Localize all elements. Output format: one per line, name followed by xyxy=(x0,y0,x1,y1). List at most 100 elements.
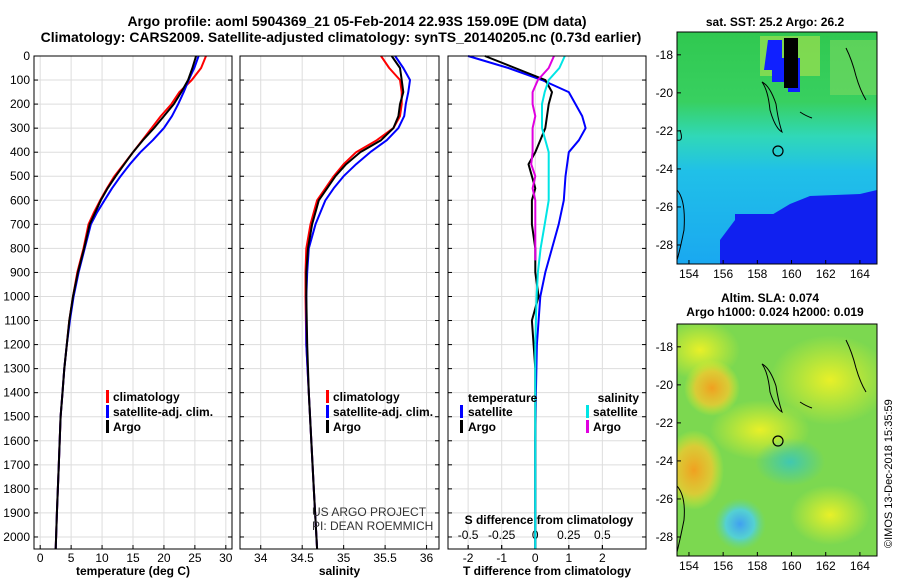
x-axis-label: T difference from climatology xyxy=(463,564,631,578)
sla-high-anomaly xyxy=(684,360,740,416)
sla-map-title-1: Altim. SLA: 0.074 xyxy=(721,291,819,305)
series-line-satellite-adj-clim- xyxy=(305,55,411,550)
legend-temp-satellite-label: satellite xyxy=(468,405,513,419)
sla-map-axes: 154 156 158 160 162 164 -18 -20 -22 -24 -26 -28 xyxy=(656,340,871,573)
coastline-loyalty-islands xyxy=(799,111,813,119)
x-tick-label: 36 xyxy=(420,551,434,565)
timestamp-stamp: ©IMOS 13-Dec-2018 15:35:59 xyxy=(883,399,895,548)
argo-float-marker xyxy=(772,435,784,447)
map-y-tick-label: -20 xyxy=(656,378,674,392)
depth-tick-label: 1900 xyxy=(3,506,30,520)
depth-tick-label: 1400 xyxy=(3,386,30,400)
x-tick-label: 35 xyxy=(337,551,351,565)
legend-argo-label: Argo xyxy=(333,420,361,434)
x-tick-label: 15 xyxy=(126,551,140,565)
legend-climatology-label: climatology xyxy=(113,390,180,404)
plot-frame xyxy=(447,55,647,550)
x2-tick-label: 0.5 xyxy=(594,528,611,542)
map-y-tick-label: -22 xyxy=(656,124,674,138)
series-line-climatology xyxy=(304,55,403,550)
depth-tick-label: 1700 xyxy=(3,458,30,472)
title-line-2: Climatology: CARS2009. Satellite-adjuste… xyxy=(41,29,642,45)
sst-cool-region xyxy=(720,190,877,264)
depth-tick-label: 700 xyxy=(10,217,30,231)
x-tick-label: 34.5 xyxy=(291,551,315,565)
sla-high-anomaly xyxy=(770,335,877,425)
x-tick-label: 2 xyxy=(599,551,606,565)
map-x-tick-label: 162 xyxy=(816,267,836,281)
series-line-temperature-argo xyxy=(484,55,553,549)
sst-map-title: sat. SST: 25.2 Argo: 26.2 xyxy=(706,15,845,29)
x-tick-label: 1 xyxy=(565,551,572,565)
sst-map xyxy=(677,32,877,264)
map-x-tick-label: 158 xyxy=(747,559,767,573)
x2-tick-label: -0.5 xyxy=(458,528,479,542)
map-x-tick-label: 156 xyxy=(713,267,733,281)
temperature-legend: climatology satellite-adj. clim. Argo xyxy=(106,390,213,434)
x-tick-label: 34 xyxy=(254,551,268,565)
map-y-tick-label: -28 xyxy=(656,238,674,252)
map-x-tick-label: 164 xyxy=(850,267,870,281)
legend-sal-satellite-label: satellite xyxy=(593,405,638,419)
legend-temperature-heading: temperature xyxy=(468,391,538,405)
coastline-australia xyxy=(677,485,685,553)
depth-tick-label: 1200 xyxy=(3,338,30,352)
map-x-tick-label: 158 xyxy=(747,267,767,281)
legend-temp-argo-label: Argo xyxy=(468,420,496,434)
depth-tick-label: 0 xyxy=(23,49,30,63)
x-tick-label: 10 xyxy=(95,551,109,565)
depth-tick-label: 900 xyxy=(10,265,30,279)
series-line-argo xyxy=(54,55,198,550)
x-tick-label: -2 xyxy=(463,551,474,565)
x-tick-label: 20 xyxy=(157,551,171,565)
sla-low-anomaly xyxy=(755,438,825,486)
coastline-new-caledonia xyxy=(761,363,783,414)
series-line-salinity-argo xyxy=(530,55,555,261)
map-x-tick-label: 160 xyxy=(782,267,802,281)
depth-tick-label: 1000 xyxy=(3,289,30,303)
x-tick-label: 0 xyxy=(37,551,44,565)
legend-satellite-label: satellite-adj. clim. xyxy=(113,405,213,419)
depth-tick-label: 300 xyxy=(10,121,30,135)
coastline-australia xyxy=(677,189,685,261)
legend-sal-satellite-swatch xyxy=(586,405,589,418)
sla-map-frame xyxy=(676,323,878,557)
series-line-climatology xyxy=(54,55,207,550)
salinity-panel: 34 34.5 35 35.5 36 salinity xyxy=(239,55,440,578)
legend-climatology-swatch xyxy=(326,390,329,403)
legend-satellite-label: satellite-adj. clim. xyxy=(333,405,433,419)
map-x-tick-label: 160 xyxy=(782,559,802,573)
sla-high-anomaly xyxy=(790,485,870,545)
x-tick-label: -1 xyxy=(496,551,507,565)
sla-map xyxy=(677,324,877,556)
difference-legend: temperature satellite Argo salinity sate… xyxy=(460,391,639,434)
salinity-legend: climatology satellite-adj. clim. Argo xyxy=(326,390,433,434)
x2-tick-label: -0.25 xyxy=(488,528,516,542)
map-y-tick-label: -18 xyxy=(656,48,674,62)
legend-climatology-label: climatology xyxy=(333,390,400,404)
map-x-tick-label: 156 xyxy=(713,559,733,573)
title-line-1: Argo profile: aoml 5904369_21 05-Feb-201… xyxy=(127,13,586,29)
sla-map-title-2: Argo h1000: 0.024 h2000: 0.019 xyxy=(686,305,864,319)
legend-argo-swatch xyxy=(326,420,329,433)
sst-map-axes: 154 156 158 160 162 164 -18 -20 -22 -24 -26 -28 xyxy=(656,48,871,281)
legend-satellite-swatch xyxy=(106,405,109,418)
depth-tick-label: 600 xyxy=(10,193,30,207)
coastline-new-caledonia xyxy=(761,81,783,134)
x-axis-label: temperature (deg C) xyxy=(76,564,190,578)
coastline-loyalty-islands xyxy=(799,401,813,409)
x-tick-label: 35.5 xyxy=(373,551,397,565)
x-tick-label: 5 xyxy=(68,551,75,565)
coastline-australia xyxy=(677,129,682,141)
legend-temp-satellite-swatch xyxy=(460,405,463,418)
x-axis-label: salinity xyxy=(319,564,361,578)
difference-panel: -2 -1 0 1 2-0.5 -0.25 0 0.25 0.5S difference fro… xyxy=(447,55,647,578)
sst-missing-data xyxy=(784,38,798,88)
x2-tick-label: 0.25 xyxy=(557,528,581,542)
plot-frame xyxy=(239,55,440,550)
x-tick-label: 30 xyxy=(219,551,233,565)
legend-sal-argo-swatch xyxy=(586,420,589,433)
depth-tick-label: 400 xyxy=(10,145,30,159)
plot-frame xyxy=(33,55,233,550)
